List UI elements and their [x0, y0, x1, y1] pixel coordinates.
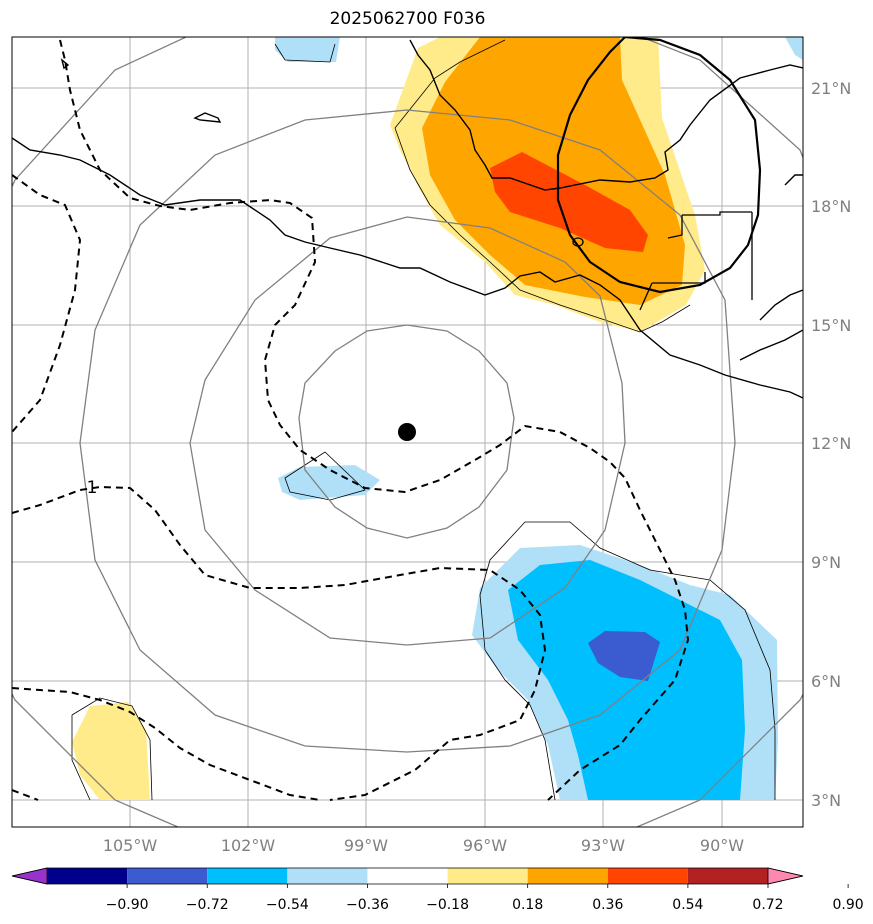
thick-contour — [556, 37, 762, 294]
latitude-labels: 21°N 18°N 15°N 12°N 9°N 6°N 3°N — [811, 79, 851, 810]
lat-label: 18°N — [811, 197, 851, 216]
longitude-labels: 105°W 102°W 99°W 96°W 93°W 90°W — [103, 836, 744, 855]
map-area — [12, 37, 803, 827]
colorbar-tick-label: −0.18 — [426, 897, 469, 913]
contour-label: 1 — [87, 478, 98, 498]
colorbar-swatch — [607, 868, 688, 884]
colorbar: −0.90 −0.72 −0.54 −0.36 −0.18 0.18 0.36 0.54 0.7… — [11, 867, 864, 913]
range-rings — [12, 37, 803, 827]
colorbar-extend-high — [767, 867, 804, 885]
colorbar-swatch — [287, 868, 368, 884]
lon-label: 96°W — [463, 836, 507, 855]
map-title: 2025062700 F036 — [329, 9, 486, 29]
colorbar-tick-label: 0.18 — [512, 897, 543, 913]
colorbar-swatch — [687, 868, 768, 884]
storm-center-marker — [398, 423, 416, 441]
colorbar-tick-label: 0.90 — [833, 897, 864, 913]
colorbar-tick-label: −0.72 — [186, 897, 229, 913]
lon-label: 90°W — [700, 836, 744, 855]
dashed-contours — [12, 39, 690, 801]
colorbar-extend-low — [11, 867, 48, 885]
lat-label: 21°N — [811, 79, 851, 98]
negative-anomaly-shading — [275, 37, 803, 800]
colorbar-swatch — [527, 868, 608, 884]
lon-label: 102°W — [221, 836, 276, 855]
colorbar-tick-label: −0.54 — [266, 897, 309, 913]
colorbar-tick-label: 0.54 — [672, 897, 703, 913]
lon-label: 99°W — [344, 836, 388, 855]
lat-label: 9°N — [811, 553, 841, 572]
map-frame — [11, 36, 804, 828]
lat-label: 15°N — [811, 316, 851, 335]
colorbar-tick-label: 0.36 — [592, 897, 623, 913]
positive-anomaly-shading — [72, 37, 705, 800]
colorbar-swatch — [127, 868, 208, 884]
colorbar-tick-label: 0.72 — [752, 897, 783, 913]
colorbar-swatch — [207, 868, 288, 884]
colorbar-tick-label: −0.36 — [346, 897, 389, 913]
colorbar-tick-label: −0.90 — [106, 897, 149, 913]
lat-label: 12°N — [811, 434, 851, 453]
thin-contours — [71, 39, 776, 801]
colorbar-outline — [11, 867, 804, 885]
colorbar-swatch — [47, 868, 128, 884]
lat-label: 3°N — [811, 791, 841, 810]
colorbar-swatch — [447, 868, 528, 884]
colorbar-swatch — [367, 868, 448, 884]
coastlines — [12, 39, 803, 399]
lon-label: 93°W — [581, 836, 625, 855]
lat-label: 6°N — [811, 672, 841, 691]
lon-label: 105°W — [103, 836, 158, 855]
